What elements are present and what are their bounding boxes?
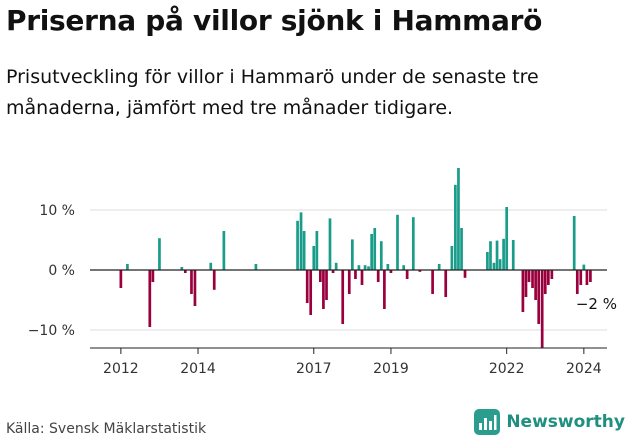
newsworthy-chart-icon [474, 409, 501, 435]
bar [296, 220, 299, 270]
bar [299, 212, 303, 270]
x-axis-ticks: 2012 2014 2017 2019 2022 2024 [103, 348, 602, 377]
bar [575, 270, 579, 294]
y-axis-ticks: 10 % 0 % −10 % [28, 203, 75, 339]
bar [589, 270, 592, 282]
bar [389, 270, 393, 273]
bar [357, 265, 361, 270]
bar [537, 270, 541, 324]
bar [450, 246, 454, 270]
bar [579, 270, 583, 285]
bar [521, 270, 525, 312]
x-tick-label: 2014 [180, 361, 216, 377]
bar [534, 270, 537, 300]
bar [180, 267, 184, 270]
bar [367, 266, 370, 270]
bar [505, 207, 509, 270]
bar [222, 231, 226, 270]
bar [396, 214, 399, 270]
bar [547, 270, 550, 285]
y-tick-label: −10 % [28, 323, 75, 339]
bar [370, 234, 373, 270]
bar [454, 184, 457, 270]
bar [360, 270, 364, 285]
bar [437, 264, 441, 270]
bar [126, 264, 129, 270]
bar [543, 270, 547, 294]
bar [550, 270, 554, 279]
bar [119, 270, 123, 288]
bar [444, 270, 448, 297]
bar [463, 270, 467, 278]
gridlines [90, 209, 607, 331]
bar [511, 240, 515, 270]
brand-logo: Newsworthy [474, 409, 625, 435]
bar [302, 231, 306, 270]
bar [373, 228, 377, 270]
bar [531, 270, 534, 288]
chart-title: Priserna på villor sjönk i Hammarö [6, 4, 543, 37]
bar [582, 264, 586, 270]
bar [502, 238, 505, 270]
bar [363, 265, 367, 270]
bar [351, 239, 354, 270]
bar [328, 218, 332, 270]
bar [322, 270, 325, 309]
x-tick-label: 2019 [373, 361, 409, 377]
last-value-annotation: −2 % [576, 295, 617, 313]
bar [460, 228, 463, 270]
brand-name: Newsworthy [506, 412, 625, 432]
bar [585, 270, 589, 285]
bar [402, 265, 406, 270]
x-tick-label: 2017 [296, 361, 332, 377]
bar [309, 270, 313, 315]
bar [334, 262, 338, 270]
bar [341, 270, 345, 324]
bar [331, 270, 335, 273]
bar [347, 270, 351, 294]
bar [386, 264, 390, 270]
bar [489, 241, 492, 270]
bar [325, 270, 328, 300]
bar [183, 270, 187, 273]
bar [151, 270, 155, 282]
chart-subtitle: Prisutveckling för villor i Hammarö unde… [6, 66, 539, 119]
y-tick-label: 0 % [48, 263, 75, 279]
bar [379, 241, 383, 270]
y-tick-label: 10 % [39, 203, 75, 219]
bar [312, 246, 316, 270]
bar [486, 252, 489, 270]
bars [119, 168, 592, 348]
bar [158, 238, 161, 270]
x-tick-label: 2024 [566, 361, 602, 377]
bar [193, 270, 197, 306]
source-note: Källa: Svensk Mäklarstatistik [6, 421, 207, 437]
bar [495, 240, 499, 270]
bar [492, 262, 496, 270]
bar [540, 270, 544, 348]
bar [383, 270, 386, 309]
bar [572, 216, 576, 270]
bar [527, 270, 531, 282]
bar [411, 217, 415, 270]
bar [431, 270, 434, 294]
bar [418, 270, 422, 272]
bar [209, 262, 213, 270]
bar [254, 264, 258, 270]
bar [376, 270, 380, 282]
bar [457, 168, 460, 270]
x-tick-label: 2012 [103, 361, 139, 377]
bar [498, 259, 502, 270]
bar [405, 270, 409, 279]
bar [190, 270, 193, 294]
bar [318, 270, 322, 282]
bar [212, 270, 216, 290]
bar [354, 270, 357, 279]
bar [524, 270, 528, 297]
bar [305, 270, 309, 303]
x-tick-label: 2022 [489, 361, 525, 377]
bar [148, 270, 152, 327]
bar [315, 231, 319, 270]
